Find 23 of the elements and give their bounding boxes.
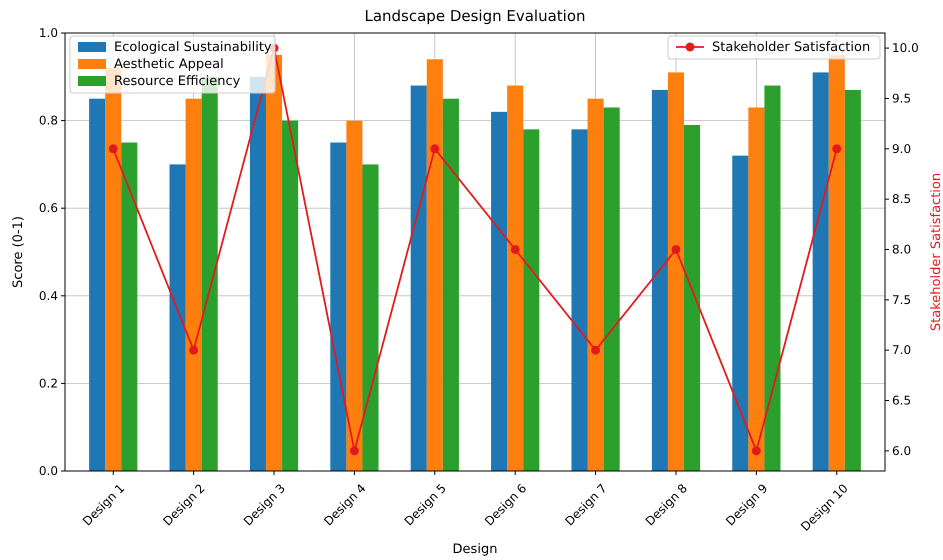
y-tick-label: 0.2 (38, 376, 58, 390)
y2-tick-label: 10.0 (892, 41, 919, 56)
y-tick-label: 0.0 (38, 464, 58, 478)
y-tick-label: 0.4 (38, 288, 58, 303)
legend-label: Aesthetic Appeal (114, 57, 224, 72)
y-axis-title: Score (0-1) (11, 216, 26, 288)
y2-tick-label: 6.0 (892, 444, 912, 458)
y-tick-label: 0.6 (38, 201, 58, 216)
x-axis-title: Design (452, 542, 498, 557)
y2-axis-title: Stakeholder Satisfaction (929, 172, 943, 332)
y-tick-label: 0.8 (38, 114, 58, 128)
y2-tick-label: 7.0 (892, 343, 912, 358)
legend-label: Ecological Sustainability (114, 40, 272, 55)
y2-tick-label: 8.0 (892, 242, 912, 256)
y-tick-label: 1.0 (38, 26, 58, 40)
legend-label: Resource Efficiency (114, 74, 241, 89)
y2-tick-label: 9.5 (892, 91, 912, 106)
y2-tick-label: 6.5 (892, 394, 912, 408)
y2-tick-label: 9.0 (892, 142, 912, 156)
legend-label: Stakeholder Satisfaction (712, 40, 870, 55)
y2-tick-label: 8.5 (892, 192, 912, 206)
y2-tick-label: 7.5 (892, 292, 912, 307)
chart-title: Landscape Design Evaluation (364, 7, 586, 25)
